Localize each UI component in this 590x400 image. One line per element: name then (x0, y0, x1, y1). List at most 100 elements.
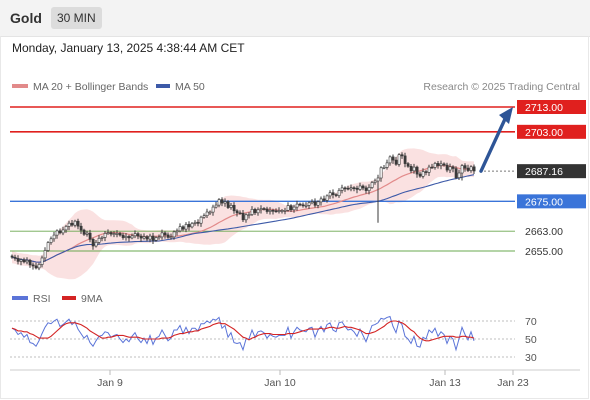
candle-up (247, 214, 251, 216)
candle-down (136, 233, 140, 237)
time-tick-label: Jan 9 (97, 377, 123, 389)
candle-down (121, 234, 125, 238)
candle-up (397, 154, 401, 165)
candle-down (436, 163, 440, 166)
candle-down (76, 220, 80, 227)
candle-up (214, 204, 218, 208)
candle-up (133, 233, 137, 237)
level-label-2675.00: 2675.00 (525, 196, 563, 208)
candle-up (310, 201, 314, 204)
candle-up (259, 208, 263, 211)
candle-up (433, 163, 437, 168)
candle-up (211, 206, 215, 213)
candle-up (421, 171, 425, 177)
rsi-level-label-70: 70 (525, 316, 537, 328)
forecast-arrow (479, 107, 513, 173)
candle-down (166, 234, 170, 238)
rsi-ma-line (11, 320, 475, 342)
candle-down (313, 201, 317, 206)
candle-up (358, 185, 362, 190)
candle-up (217, 199, 221, 206)
candle-up (169, 236, 173, 239)
candle-up (412, 166, 416, 172)
time-axis: Jan 9 Jan 10 Jan 13 Jan 23 (97, 370, 529, 389)
candle-down (79, 225, 83, 231)
candle-down (22, 259, 26, 263)
candle-up (64, 226, 68, 231)
candle-up (142, 236, 146, 239)
rsi-line (11, 315, 475, 352)
candle-down (241, 213, 245, 221)
candle-up (316, 201, 320, 206)
candle-up (208, 211, 212, 214)
candle-up (385, 162, 389, 168)
candle-down (466, 167, 470, 171)
candle-up (25, 260, 29, 263)
candle-down (235, 210, 239, 214)
candle-up (223, 201, 227, 204)
candle-up (205, 211, 209, 217)
candle-up (130, 235, 134, 239)
candle-up (292, 206, 296, 211)
candle-up (193, 222, 197, 224)
candle-down (118, 233, 122, 236)
candle-down (400, 154, 404, 157)
candle-up (172, 231, 176, 238)
candle-up (283, 210, 287, 212)
candle-up (349, 187, 353, 190)
candle-up (100, 237, 104, 239)
candle-up (73, 220, 77, 226)
candle-up (448, 166, 452, 171)
candle-down (151, 235, 155, 241)
candle-down (220, 199, 224, 204)
candle-down (289, 205, 293, 211)
candle-down (355, 187, 359, 190)
candle-down (31, 264, 35, 267)
candle-up (427, 166, 431, 173)
candle-down (361, 185, 365, 189)
candle-up (40, 257, 44, 265)
ma50-line (11, 174, 475, 263)
candle-up (388, 156, 392, 164)
rsi-legend-swatch (12, 296, 28, 300)
ma20-legend-swatch (12, 84, 28, 88)
candle-down (262, 208, 266, 210)
candle-down (415, 166, 419, 175)
candle-down (394, 159, 398, 165)
candle-up (367, 187, 371, 191)
timestamp: Monday, January 13, 2025 4:38:44 AM CET (12, 41, 245, 55)
candle-up (376, 177, 380, 182)
candle-down (82, 229, 86, 235)
candle-up (307, 202, 311, 206)
candles (10, 152, 476, 271)
price-levels (10, 106, 515, 252)
time-tick-label: Jan 23 (497, 377, 529, 389)
candle-up (46, 242, 50, 251)
candle-down (232, 205, 236, 212)
level-label-2687.16: 2687.16 (525, 166, 563, 178)
candle-up (295, 203, 299, 208)
candle-down (391, 156, 395, 161)
candle-down (343, 187, 347, 190)
research-credit: Research © 2025 Trading Central (423, 81, 580, 93)
candle-up (457, 172, 461, 178)
level-label-bg-2687.16 (517, 164, 586, 179)
candle-down (16, 258, 20, 262)
candle-down (352, 187, 356, 189)
candle-down (463, 165, 467, 169)
rsi-ma-legend-swatch (62, 296, 76, 300)
candle-up (229, 205, 233, 208)
candle-down (274, 210, 278, 213)
forecast-arrow-shaft (479, 117, 507, 173)
candle-down (451, 166, 455, 169)
candle-down (271, 210, 275, 212)
rsi-level-label-30: 30 (525, 352, 537, 364)
timeframe-selector[interactable]: 30 MIN (51, 7, 102, 29)
candle-down (424, 171, 428, 173)
candle-up (250, 209, 254, 215)
candle-down (58, 230, 62, 234)
candle-up (160, 232, 164, 238)
ma20-legend-label: MA 20 + Bollinger Bands (33, 81, 148, 93)
candle-up (199, 216, 203, 224)
candle-up (154, 237, 158, 241)
